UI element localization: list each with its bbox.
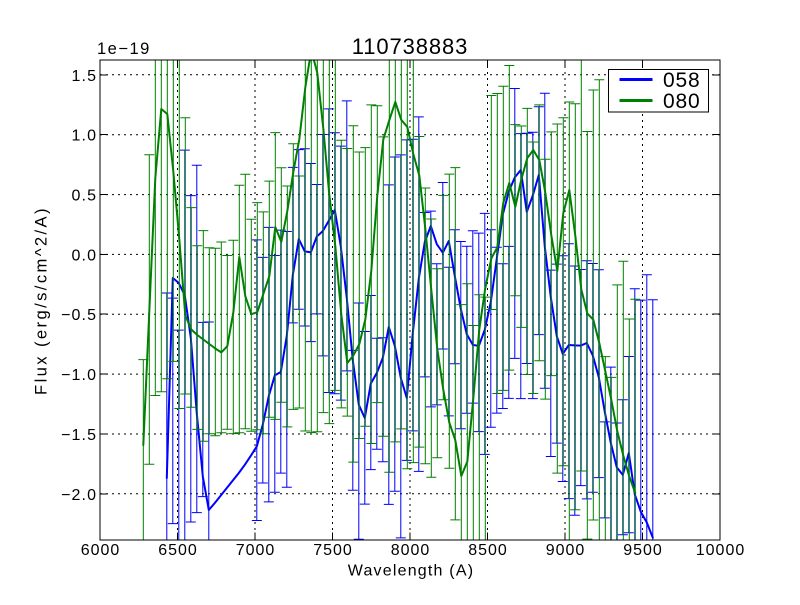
svg-text:1.5: 1.5 <box>72 68 98 85</box>
svg-text:−0.5: −0.5 <box>61 307 97 324</box>
svg-text:7500: 7500 <box>313 542 353 559</box>
svg-text:1.0: 1.0 <box>72 128 98 145</box>
svg-text:0.5: 0.5 <box>72 188 98 205</box>
svg-text:9000: 9000 <box>546 542 586 559</box>
svg-text:Wavelength (A): Wavelength (A) <box>348 563 474 580</box>
svg-text:6000: 6000 <box>81 542 121 559</box>
svg-text:7000: 7000 <box>236 542 276 559</box>
svg-text:058: 058 <box>663 69 700 92</box>
svg-text:110738883: 110738883 <box>352 34 469 59</box>
svg-text:Flux (erg/s/cm^2/A): Flux (erg/s/cm^2/A) <box>32 206 51 395</box>
svg-text:8500: 8500 <box>468 542 508 559</box>
svg-text:10000: 10000 <box>696 542 746 559</box>
svg-text:1e−19: 1e−19 <box>97 40 151 58</box>
svg-text:080: 080 <box>663 90 700 113</box>
svg-text:0.0: 0.0 <box>72 247 98 264</box>
svg-text:−1.5: −1.5 <box>61 427 97 444</box>
svg-text:8000: 8000 <box>391 542 431 559</box>
svg-text:−1.0: −1.0 <box>61 367 97 384</box>
svg-text:−2.0: −2.0 <box>61 487 97 504</box>
svg-text:9500: 9500 <box>623 542 663 559</box>
svg-text:6500: 6500 <box>158 542 198 559</box>
